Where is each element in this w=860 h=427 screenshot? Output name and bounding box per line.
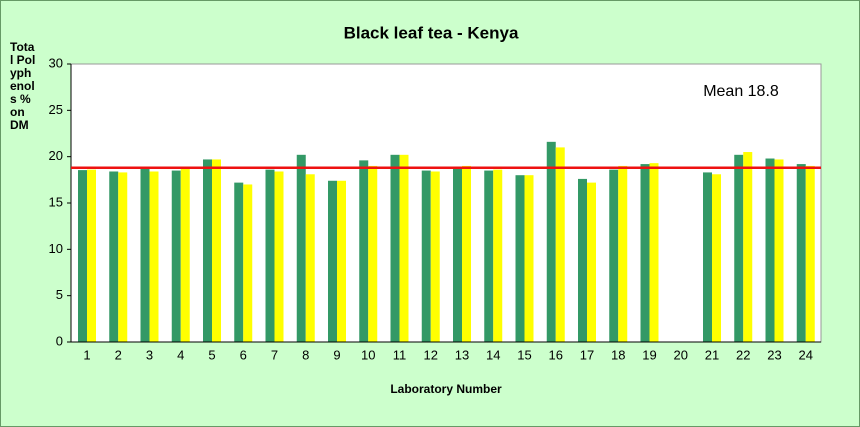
bar bbox=[337, 180, 346, 342]
bar bbox=[274, 171, 284, 342]
bar bbox=[484, 170, 494, 342]
bar bbox=[765, 158, 775, 342]
x-tick-label: 23 bbox=[767, 347, 781, 362]
x-tick-label: 16 bbox=[549, 347, 563, 362]
bar bbox=[140, 167, 150, 342]
y-tick-label: 20 bbox=[49, 148, 63, 163]
x-tick-label: 7 bbox=[271, 347, 278, 362]
x-tick-label: 6 bbox=[240, 347, 247, 362]
x-tick-label: 4 bbox=[177, 347, 184, 362]
x-tick-label: 5 bbox=[208, 347, 215, 362]
bar bbox=[515, 175, 525, 342]
x-tick-label: 20 bbox=[674, 347, 688, 362]
x-tick-label: 11 bbox=[393, 347, 407, 362]
y-axis-title: Total Polyphenols % on DM bbox=[10, 40, 36, 132]
bar bbox=[180, 166, 190, 342]
y-tick-label: 5 bbox=[56, 287, 63, 302]
bar bbox=[462, 165, 471, 342]
bar bbox=[305, 174, 315, 342]
y-tick-label: 15 bbox=[49, 194, 63, 209]
x-tick-label: 12 bbox=[424, 347, 438, 362]
bar bbox=[421, 170, 431, 342]
bar bbox=[171, 170, 181, 342]
mean-label: Mean 18.8 bbox=[703, 83, 779, 100]
bar bbox=[618, 165, 628, 342]
chart-title: Black leaf tea - Kenya bbox=[344, 23, 519, 42]
bar bbox=[87, 169, 96, 342]
x-tick-label: 18 bbox=[611, 347, 625, 362]
bar bbox=[703, 172, 712, 342]
bar bbox=[265, 169, 275, 342]
bar bbox=[328, 180, 337, 342]
bar bbox=[430, 171, 440, 342]
x-tick-label: 10 bbox=[361, 347, 375, 362]
y-tick-label: 0 bbox=[56, 333, 63, 348]
x-tick-label: 3 bbox=[146, 347, 153, 362]
x-tick-label: 1 bbox=[83, 347, 90, 362]
x-tick-label: 14 bbox=[486, 347, 500, 362]
bar bbox=[203, 159, 212, 342]
bar bbox=[578, 178, 587, 342]
bar bbox=[649, 163, 659, 342]
bar bbox=[712, 174, 721, 342]
bar bbox=[743, 152, 753, 342]
y-tick-label: 25 bbox=[49, 102, 63, 117]
bar bbox=[796, 164, 806, 342]
bar bbox=[243, 184, 253, 342]
bar bbox=[118, 172, 128, 342]
bar bbox=[390, 154, 400, 342]
bar bbox=[805, 165, 815, 342]
plot-area bbox=[70, 63, 822, 343]
y-tick-label: 10 bbox=[49, 241, 63, 256]
bar bbox=[296, 154, 306, 342]
bar bbox=[359, 160, 369, 342]
x-axis-title: Laboratory Number bbox=[390, 382, 502, 396]
bar bbox=[109, 171, 119, 342]
x-tick-label: 13 bbox=[455, 347, 469, 362]
x-tick-label: 9 bbox=[333, 347, 340, 362]
bar bbox=[368, 165, 378, 342]
bar bbox=[212, 159, 221, 342]
x-tick-label: 17 bbox=[580, 347, 594, 362]
bar bbox=[399, 154, 409, 342]
bar bbox=[640, 164, 650, 342]
bar bbox=[609, 169, 619, 342]
bar bbox=[234, 182, 244, 342]
bar bbox=[493, 169, 503, 342]
x-tick-label: 8 bbox=[302, 347, 309, 362]
y-tick-label: 30 bbox=[49, 55, 63, 70]
bar bbox=[587, 182, 596, 342]
x-tick-label: 19 bbox=[642, 347, 656, 362]
bar bbox=[149, 171, 159, 342]
x-tick-label: 15 bbox=[517, 347, 531, 362]
bar bbox=[774, 159, 784, 342]
x-tick-label: 22 bbox=[736, 347, 750, 362]
bar bbox=[546, 141, 556, 342]
x-tick-label: 21 bbox=[705, 347, 719, 362]
bar bbox=[734, 154, 744, 342]
x-tick-label: 24 bbox=[799, 347, 813, 362]
bar bbox=[524, 175, 534, 342]
bar bbox=[555, 147, 565, 342]
bar bbox=[453, 166, 462, 342]
x-tick-label: 2 bbox=[115, 347, 122, 362]
bar bbox=[78, 170, 87, 342]
